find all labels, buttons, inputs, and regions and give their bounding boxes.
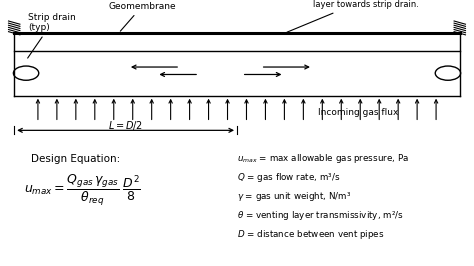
Text: Design Equation:: Design Equation:: [31, 154, 120, 164]
Text: $\gamma$ = gas unit weight, N/m³: $\gamma$ = gas unit weight, N/m³: [237, 190, 351, 203]
Text: Gas flow in gas-relief
layer towards strip drain.: Gas flow in gas-relief layer towards str…: [287, 0, 419, 32]
Text: Incoming gas flux: Incoming gas flux: [318, 108, 398, 117]
Text: $\theta$ = venting layer transmissivity, m²/s: $\theta$ = venting layer transmissivity,…: [237, 209, 404, 222]
Text: $D$ = distance between vent pipes: $D$ = distance between vent pipes: [237, 228, 384, 241]
Text: Strip drain
(typ): Strip drain (typ): [27, 13, 76, 58]
Text: $u_{max} = \dfrac{Q_{gas}\,\gamma_{gas}}{\theta_{req}}\;\dfrac{D^2}{8}$: $u_{max} = \dfrac{Q_{gas}\,\gamma_{gas}}…: [25, 173, 141, 208]
Text: $Q$ = gas flow rate, m³/s: $Q$ = gas flow rate, m³/s: [237, 171, 340, 184]
Text: $L = D/2$: $L = D/2$: [108, 119, 143, 132]
Text: $u_{max}$ = max allowable gas pressure, Pa: $u_{max}$ = max allowable gas pressure, …: [237, 152, 409, 165]
Text: Geomembrane: Geomembrane: [109, 2, 176, 31]
